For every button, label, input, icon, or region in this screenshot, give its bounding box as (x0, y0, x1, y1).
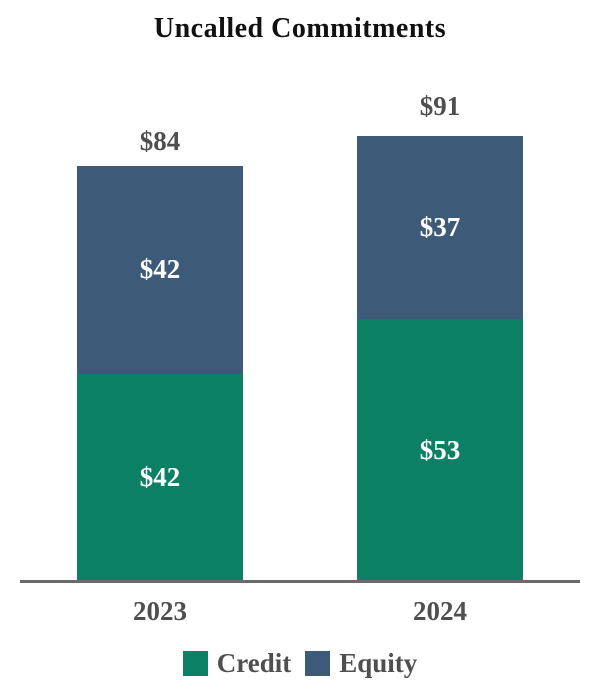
equity-swatch-icon (305, 651, 331, 676)
bar-2024-equity-label: $37 (419, 212, 461, 243)
bar-2023-credit-segment: $42 (77, 373, 243, 581)
total-label-2023: $84 (139, 126, 181, 157)
bar-2023: $42 $42 (77, 166, 243, 581)
bar-2024-credit-label: $53 (419, 434, 461, 465)
x-axis-line (20, 580, 580, 583)
legend-label-credit: Credit (216, 648, 292, 678)
chart-title: Uncalled Commitments (153, 13, 447, 44)
legend-item-credit: Credit (182, 648, 292, 679)
bar-2024-equity-segment: $37 (357, 136, 523, 320)
total-label-2024: $91 (419, 91, 461, 122)
credit-swatch-icon (182, 651, 208, 676)
bar-2023-credit-label: $42 (139, 461, 181, 492)
bar-2024: $53 $37 (357, 136, 523, 581)
legend-item-equity: Equity (305, 648, 417, 679)
x-axis-label-2023: 2023 (133, 596, 187, 626)
x-axis-label-2024: 2024 (413, 596, 467, 626)
legend: Credit Equity (0, 648, 600, 679)
bar-2024-credit-segment: $53 (357, 319, 523, 581)
bar-2023-equity-segment: $42 (77, 166, 243, 374)
legend-label-equity: Equity (339, 648, 418, 678)
bar-2023-equity-label: $42 (139, 254, 181, 285)
